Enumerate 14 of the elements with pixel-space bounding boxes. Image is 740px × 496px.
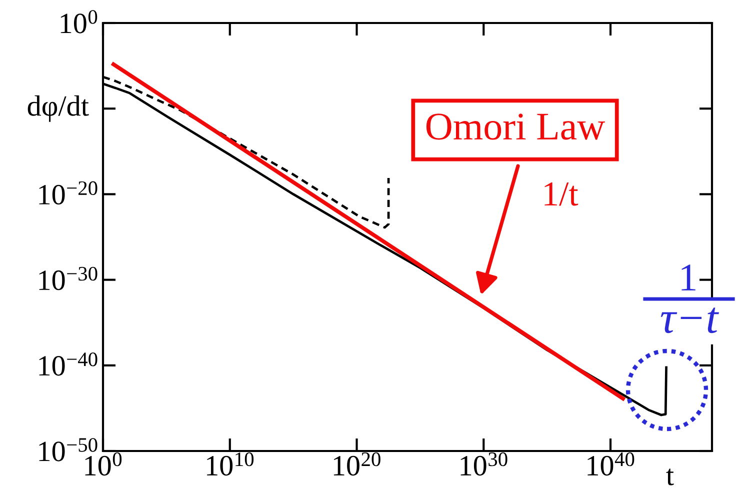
annotation: 1/t — [544, 182, 578, 206]
y-axis-title: dφ/dt — [28, 95, 89, 122]
x-tick-label: 10$^{20}$ — [334, 452, 380, 476]
y-tick-label: 10$^{−40}$ — [39, 352, 98, 376]
x-tick-label: 10$^{30}$ — [460, 452, 508, 476]
annotation: 1 — [682, 264, 696, 290]
y-tick-label: 10$^{−20}$ — [39, 181, 98, 205]
y-tick-label: 10$^{−30}$ — [39, 266, 98, 290]
annotation: Omori Law — [426, 114, 606, 140]
y-tick-label: 10$^{0}$ — [60, 10, 98, 34]
x-tick-label: 10$^{10}$ — [207, 452, 254, 476]
x-tick-label: 10$^{40}$ — [588, 452, 634, 476]
annotation: τ−t — [660, 308, 720, 334]
x-axis-title: t — [666, 468, 674, 486]
